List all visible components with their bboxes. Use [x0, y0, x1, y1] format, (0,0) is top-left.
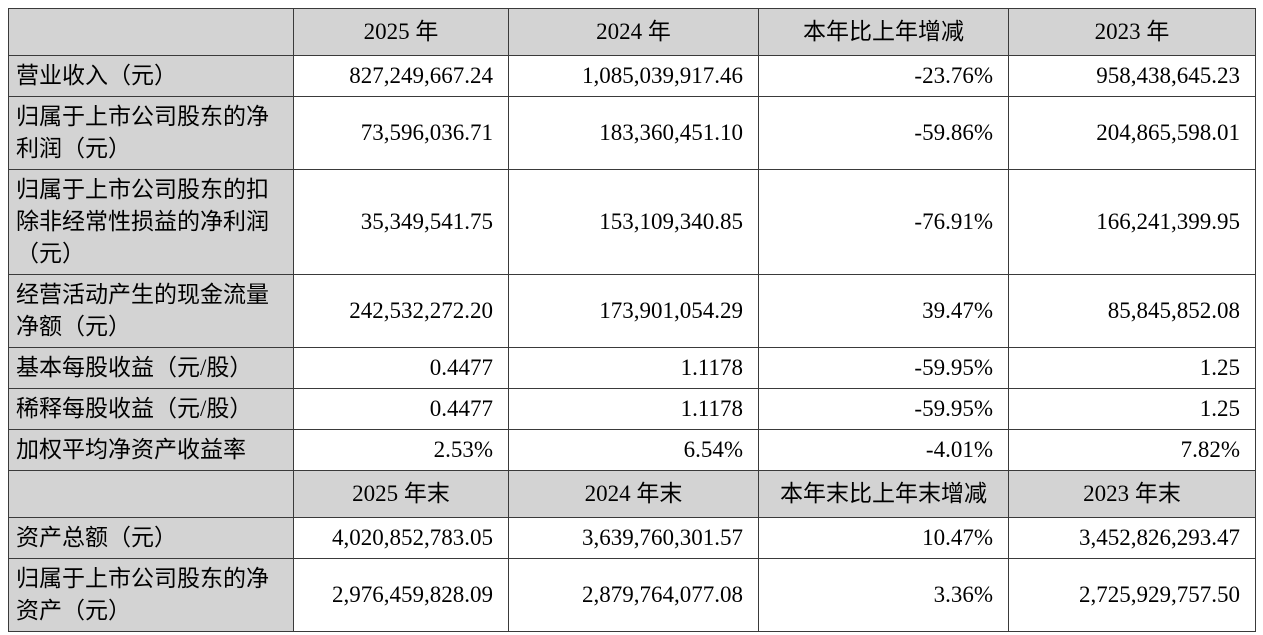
data-cell: 4,020,852,783.05: [293, 517, 509, 559]
row-label: 经营活动产生的现金流量净额（元）: [8, 274, 294, 348]
data-cell: 958,438,645.23: [1008, 55, 1256, 97]
data-cell: 85,845,852.08: [1008, 274, 1256, 348]
table-row: 资产总额（元） 4,020,852,783.05 3,639,760,301.57 1…: [8, 517, 1256, 559]
row-label-text: 稀释每股收益（元/股）: [16, 396, 253, 421]
row-label: 加权平均净资产收益率: [8, 429, 294, 471]
row-label-text: 资产总额（元）: [16, 525, 177, 550]
table-row: 营业收入（元） 827,249,667.24 1,085,039,917.46 -23…: [8, 55, 1256, 97]
data-cell: 1.1178: [508, 388, 759, 430]
row-label-text: 基本每股收益（元/股）: [16, 355, 253, 380]
data-cell: 173,901,054.29: [508, 274, 759, 348]
row-label-text: 归属于上市公司股东的扣除非经常性损益的净利润（元）: [16, 177, 269, 266]
data-cell: 2,879,764,077.08: [508, 558, 759, 632]
data-cell: 39.47%: [758, 274, 1009, 348]
column-header: 2024 年末: [508, 470, 759, 518]
table-row: 稀释每股收益（元/股） 0.4477 1.1178 -59.95% 1.25: [8, 388, 1256, 430]
data-cell: 73,596,036.71: [293, 96, 509, 170]
data-cell: 6.54%: [508, 429, 759, 471]
row-label: 归属于上市公司股东的净利润（元）: [8, 96, 294, 170]
data-cell: -4.01%: [758, 429, 1009, 471]
data-cell: 3,452,826,293.47: [1008, 517, 1256, 559]
data-cell: -59.95%: [758, 347, 1009, 389]
data-cell: 242,532,272.20: [293, 274, 509, 348]
section-header-row: 2025 年末 2024 年末 本年末比上年末增减 2023 年末: [8, 470, 1256, 518]
data-cell: 1,085,039,917.46: [508, 55, 759, 97]
table-row: 加权平均净资产收益率 2.53% 6.54% -4.01% 7.82%: [8, 429, 1256, 471]
column-header: 2025 年末: [293, 470, 509, 518]
row-label-text: 归属于上市公司股东的净资产（元）: [16, 566, 269, 623]
row-label-text: 归属于上市公司股东的净利润（元）: [16, 104, 269, 161]
table-row: 基本每股收益（元/股） 0.4477 1.1178 -59.95% 1.25: [8, 347, 1256, 389]
column-header: 本年末比上年末增减: [758, 470, 1009, 518]
row-label-text: 营业收入（元）: [16, 63, 177, 88]
row-label-text: 经营活动产生的现金流量净额（元）: [16, 282, 269, 339]
table-row: 归属于上市公司股东的扣除非经常性损益的净利润（元） 35,349,541.75 15…: [8, 169, 1256, 275]
data-cell: 183,360,451.10: [508, 96, 759, 170]
data-cell: 1.1178: [508, 347, 759, 389]
table-row: 归属于上市公司股东的净利润（元） 73,596,036.71 183,360,451…: [8, 96, 1256, 170]
column-header: 2023 年末: [1008, 470, 1256, 518]
data-cell: 0.4477: [293, 347, 509, 389]
row-label: 基本每股收益（元/股）: [8, 347, 294, 389]
data-cell: 827,249,667.24: [293, 55, 509, 97]
row-label: 资产总额（元）: [8, 517, 294, 559]
data-cell: 2.53%: [293, 429, 509, 471]
data-cell: -59.95%: [758, 388, 1009, 430]
column-header: 2024 年: [508, 8, 759, 56]
data-cell: 1.25: [1008, 347, 1256, 389]
row-label: 稀释每股收益（元/股）: [8, 388, 294, 430]
table-body: 2025 年 2024 年本年比上年增减 2023 年营业收入（元） 827,249,…: [8, 8, 1256, 632]
column-header: 本年比上年增减: [758, 8, 1009, 56]
data-cell: 10.47%: [758, 517, 1009, 559]
row-label: 归属于上市公司股东的净资产（元）: [8, 558, 294, 632]
financial-summary-table: 2025 年 2024 年本年比上年增减 2023 年营业收入（元） 827,249,…: [8, 8, 1256, 632]
data-cell: 35,349,541.75: [293, 169, 509, 275]
data-cell: -23.76%: [758, 55, 1009, 97]
row-label: 归属于上市公司股东的扣除非经常性损益的净利润（元）: [8, 169, 294, 275]
section-header-row: 2025 年 2024 年本年比上年增减 2023 年: [8, 8, 1256, 56]
data-cell: 1.25: [1008, 388, 1256, 430]
corner-cell: [8, 8, 294, 56]
column-header: 2025 年: [293, 8, 509, 56]
data-cell: 204,865,598.01: [1008, 96, 1256, 170]
data-cell: -76.91%: [758, 169, 1009, 275]
data-cell: 2,976,459,828.09: [293, 558, 509, 632]
data-cell: 0.4477: [293, 388, 509, 430]
data-cell: 153,109,340.85: [508, 169, 759, 275]
table-row: 归属于上市公司股东的净资产（元） 2,976,459,828.09 2,879,76…: [8, 558, 1256, 632]
row-label: 营业收入（元）: [8, 55, 294, 97]
corner-cell: [8, 470, 294, 518]
data-cell: 7.82%: [1008, 429, 1256, 471]
data-cell: 2,725,929,757.50: [1008, 558, 1256, 632]
data-cell: 3,639,760,301.57: [508, 517, 759, 559]
data-cell: 166,241,399.95: [1008, 169, 1256, 275]
table-row: 经营活动产生的现金流量净额（元） 242,532,272.20 173,901,05…: [8, 274, 1256, 348]
row-label-text: 加权平均净资产收益率: [16, 437, 246, 462]
column-header: 2023 年: [1008, 8, 1256, 56]
data-cell: 3.36%: [758, 558, 1009, 632]
data-cell: -59.86%: [758, 96, 1009, 170]
